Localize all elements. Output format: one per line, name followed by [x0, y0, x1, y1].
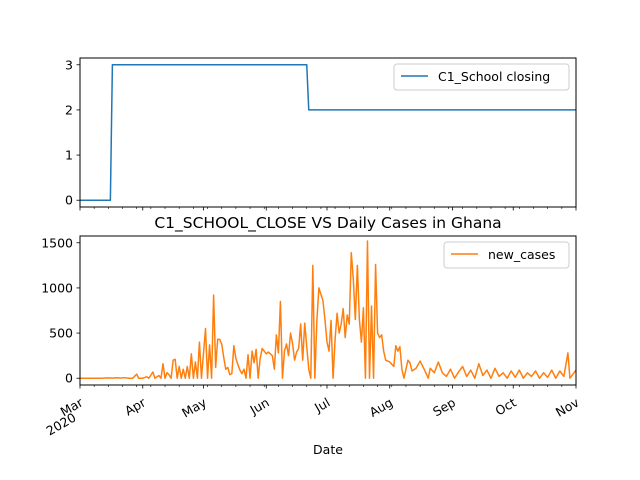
x-tick-label: Aug — [367, 395, 396, 420]
x-tick-label: Jul — [311, 395, 332, 416]
bottom-legend: new_cases — [443, 241, 570, 269]
x-tick-label: Oct — [493, 395, 519, 419]
top-series-lines — [80, 64, 576, 201]
x-tick-label: Nov — [553, 394, 582, 419]
x-tick-label: May — [179, 394, 209, 420]
top-plot-frame — [79, 57, 577, 208]
x-axis-label: Date — [313, 442, 343, 457]
series-line-c1-school-closing — [80, 64, 576, 201]
x-tick-label: Apr — [122, 394, 149, 418]
y-tick-label: 500 — [49, 326, 73, 341]
y-tick-label: 1500 — [41, 235, 73, 250]
y-tick-label: 2 — [65, 102, 73, 117]
top-legend-label: C1_School closing — [438, 69, 550, 84]
chart-title: C1_SCHOOL_CLOSE VS Daily Cases in Ghana — [154, 214, 501, 233]
bottom-legend-box — [443, 241, 570, 269]
y-tick-label: 3 — [65, 57, 73, 72]
bottom-series-lines — [80, 240, 577, 379]
x-tick-label: Jun — [246, 395, 271, 418]
top-y-ticks: 0 1 2 3 — [65, 57, 80, 208]
top-legend-box — [393, 63, 570, 91]
y-tick-label: 0 — [65, 371, 73, 386]
x-tick-label: Sep — [430, 395, 458, 420]
bottom-plot-frame — [79, 235, 577, 386]
bottom-legend-label: new_cases — [488, 247, 555, 262]
y-tick-label: 1 — [65, 148, 73, 163]
top-legend: C1_School closing — [393, 63, 570, 91]
bottom-y-ticks: 0 500 1000 1500 — [41, 235, 80, 386]
series-line-new-cases — [80, 240, 577, 379]
y-tick-label: 1000 — [41, 280, 73, 295]
top-x-ticks — [79, 207, 577, 211]
top-subplot: 0 1 2 3 C1_School closing — [65, 57, 577, 211]
y-tick-label: 0 — [65, 193, 73, 208]
